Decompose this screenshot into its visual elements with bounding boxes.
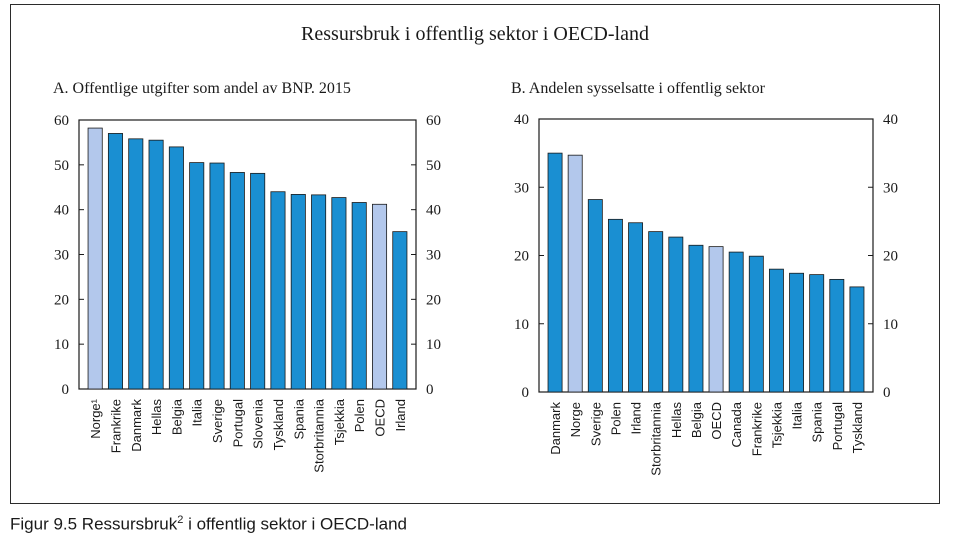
chart-a-category-label: Tyskland xyxy=(271,399,286,450)
chart-a-category-label: Italia xyxy=(190,398,205,426)
chart-b-category-label: Tsjekkia xyxy=(769,401,784,448)
chart-b-bar xyxy=(628,222,644,393)
chart-a-ytick-left-label: 40 xyxy=(54,203,69,219)
caption-prefix: Figur 9.5 Ressursbruk xyxy=(10,514,178,534)
chart-b-category-label: Norge xyxy=(568,402,583,437)
chart-b-category-label: Irland xyxy=(629,402,644,435)
figure-title: Ressursbruk i offentlig sektor i OECD-la… xyxy=(301,23,649,45)
chart-a: 0 0 10 10 20 20 30 30 40 40 50 50 60 60 Norge¹ Frankrik… xyxy=(54,113,441,473)
chart-a-category-label: Belgia xyxy=(169,398,184,435)
chart-a-category-label: Spania xyxy=(291,398,306,439)
chart-b-category-label: Italia xyxy=(790,401,805,429)
chart-b-ytick-right-label: 20 xyxy=(883,249,898,265)
chart-a-category-label: Polen xyxy=(352,399,367,432)
chart-b-bar xyxy=(708,246,724,393)
chart-a-bar xyxy=(189,162,205,390)
chart-b-bar xyxy=(607,218,623,393)
chart-b-bar xyxy=(748,255,764,393)
chart-b-bar xyxy=(567,154,583,393)
chart-a-bar xyxy=(372,203,388,390)
chart-a-ytick-right-label: 0 xyxy=(426,382,434,398)
chart-a-category-label: Irland xyxy=(393,399,408,432)
chart-b-category-label: Sverige xyxy=(588,402,603,446)
chart-b-ytick-right-label: 0 xyxy=(883,385,891,401)
chart-b-ytick-left-label: 30 xyxy=(514,180,529,196)
chart-a-ytick-left-label: 20 xyxy=(54,292,69,308)
chart-a-category-label: Danmark xyxy=(129,399,144,452)
caption-suffix: i offentlig sektor i OECD-land xyxy=(183,514,407,534)
chart-a-bar xyxy=(392,231,408,390)
chart-a-bar xyxy=(87,127,103,390)
chart-a-bar xyxy=(351,202,367,390)
chart-a-ytick-right-label: 10 xyxy=(426,337,441,353)
chart-b-ytick-right-label: 30 xyxy=(883,180,898,196)
chart-b-ytick-left-label: 40 xyxy=(514,112,529,128)
chart-a-category-label: Portugal xyxy=(230,399,245,448)
chart-b-bar xyxy=(789,272,805,393)
chart-a-category-label: Hellas xyxy=(149,399,164,436)
chart-a-ytick-left-label: 60 xyxy=(54,113,69,129)
chart-b-ytick-left-label: 10 xyxy=(514,317,529,333)
chart-b-category-label: Canada xyxy=(729,401,744,447)
chart-a-category-label: Storbritannia xyxy=(312,398,327,472)
chart-b-ytick-right-label: 10 xyxy=(883,317,898,333)
figure-caption: Figur 9.5 Ressursbruk2 i offentlig sekto… xyxy=(10,514,407,535)
chart-a-bar xyxy=(229,172,245,390)
panel-b-title: B. Andelen sysselsatte i offentlig sekto… xyxy=(511,80,765,97)
chart-b-bar xyxy=(768,268,784,393)
chart-b-category-label: Portugal xyxy=(830,402,845,451)
chart-b-ytick-left-label: 0 xyxy=(522,385,530,401)
chart-a-bar xyxy=(331,197,347,390)
chart-b-category-label: Spania xyxy=(810,401,825,442)
chart-a-ytick-left-label: 30 xyxy=(54,248,69,264)
chart-a-bar xyxy=(311,194,327,390)
chart-a-bar xyxy=(168,146,184,390)
chart-a-ytick-left-label: 0 xyxy=(62,382,70,398)
chart-b-bar xyxy=(668,236,684,393)
chart-b-ytick-right-label: 40 xyxy=(883,112,898,128)
chart-b-category-label: Polen xyxy=(608,402,623,435)
chart-b-bar xyxy=(648,231,664,393)
chart-a-bar xyxy=(107,133,123,390)
chart-b-category-label: OECD xyxy=(709,402,724,440)
chart-b-category-label: Belgia xyxy=(689,401,704,438)
chart-b-bar xyxy=(728,251,744,393)
chart-a-category-label: Sverige xyxy=(210,399,225,443)
chart-b-bar xyxy=(547,152,563,393)
chart-b-bar xyxy=(587,199,603,393)
caption-footnote-mark: 2 xyxy=(177,514,184,526)
chart-b-category-label: Frankrike xyxy=(749,402,764,456)
chart-a-category-label: Slovenia xyxy=(251,398,266,449)
chart-a-category-label: Tsjekkia xyxy=(332,398,347,445)
chart-a-ytick-right-label: 50 xyxy=(426,158,441,174)
chart-b-ytick-left-label: 20 xyxy=(514,249,529,265)
chart-a-ytick-left-label: 10 xyxy=(54,337,69,353)
chart-a-category-label: OECD xyxy=(373,399,388,437)
chart-a-category-label: Frankrike xyxy=(108,399,123,453)
chart-a-ytick-right-label: 30 xyxy=(426,248,441,264)
chart-b-category-label: Tyskland xyxy=(850,402,865,453)
chart-a-ytick-right-label: 60 xyxy=(426,113,441,129)
figure-frame: Ressursbruk i offentlig sektor i OECD-la… xyxy=(10,4,940,504)
chart-b-category-label: Danmark xyxy=(548,402,563,455)
chart-a-ytick-right-label: 40 xyxy=(426,203,441,219)
chart-a-bar xyxy=(270,191,286,390)
chart-a-ytick-right-label: 20 xyxy=(426,292,441,308)
chart-b-bar xyxy=(829,278,845,393)
chart-b-bar xyxy=(809,274,825,393)
chart-b-category-label: Hellas xyxy=(669,402,684,439)
chart-a-ytick-left-label: 50 xyxy=(54,158,69,174)
chart-b-category-label: Storbritannia xyxy=(649,401,664,475)
chart-b-bar xyxy=(688,244,704,393)
chart-a-bar xyxy=(209,162,225,390)
chart-b-bar xyxy=(849,286,865,393)
panel-a-title: A. Offentlige utgifter som andel av BNP.… xyxy=(53,80,351,97)
chart-a-bar xyxy=(128,138,144,390)
chart-a-bar xyxy=(250,172,266,390)
chart-a-category-label: Norge¹ xyxy=(88,398,103,438)
chart-a-bar xyxy=(290,194,306,390)
chart-b: 0 0 10 10 20 20 30 30 40 40 Danmark Norge Sverige Pol… xyxy=(514,112,898,476)
chart-a-bar xyxy=(148,139,164,390)
